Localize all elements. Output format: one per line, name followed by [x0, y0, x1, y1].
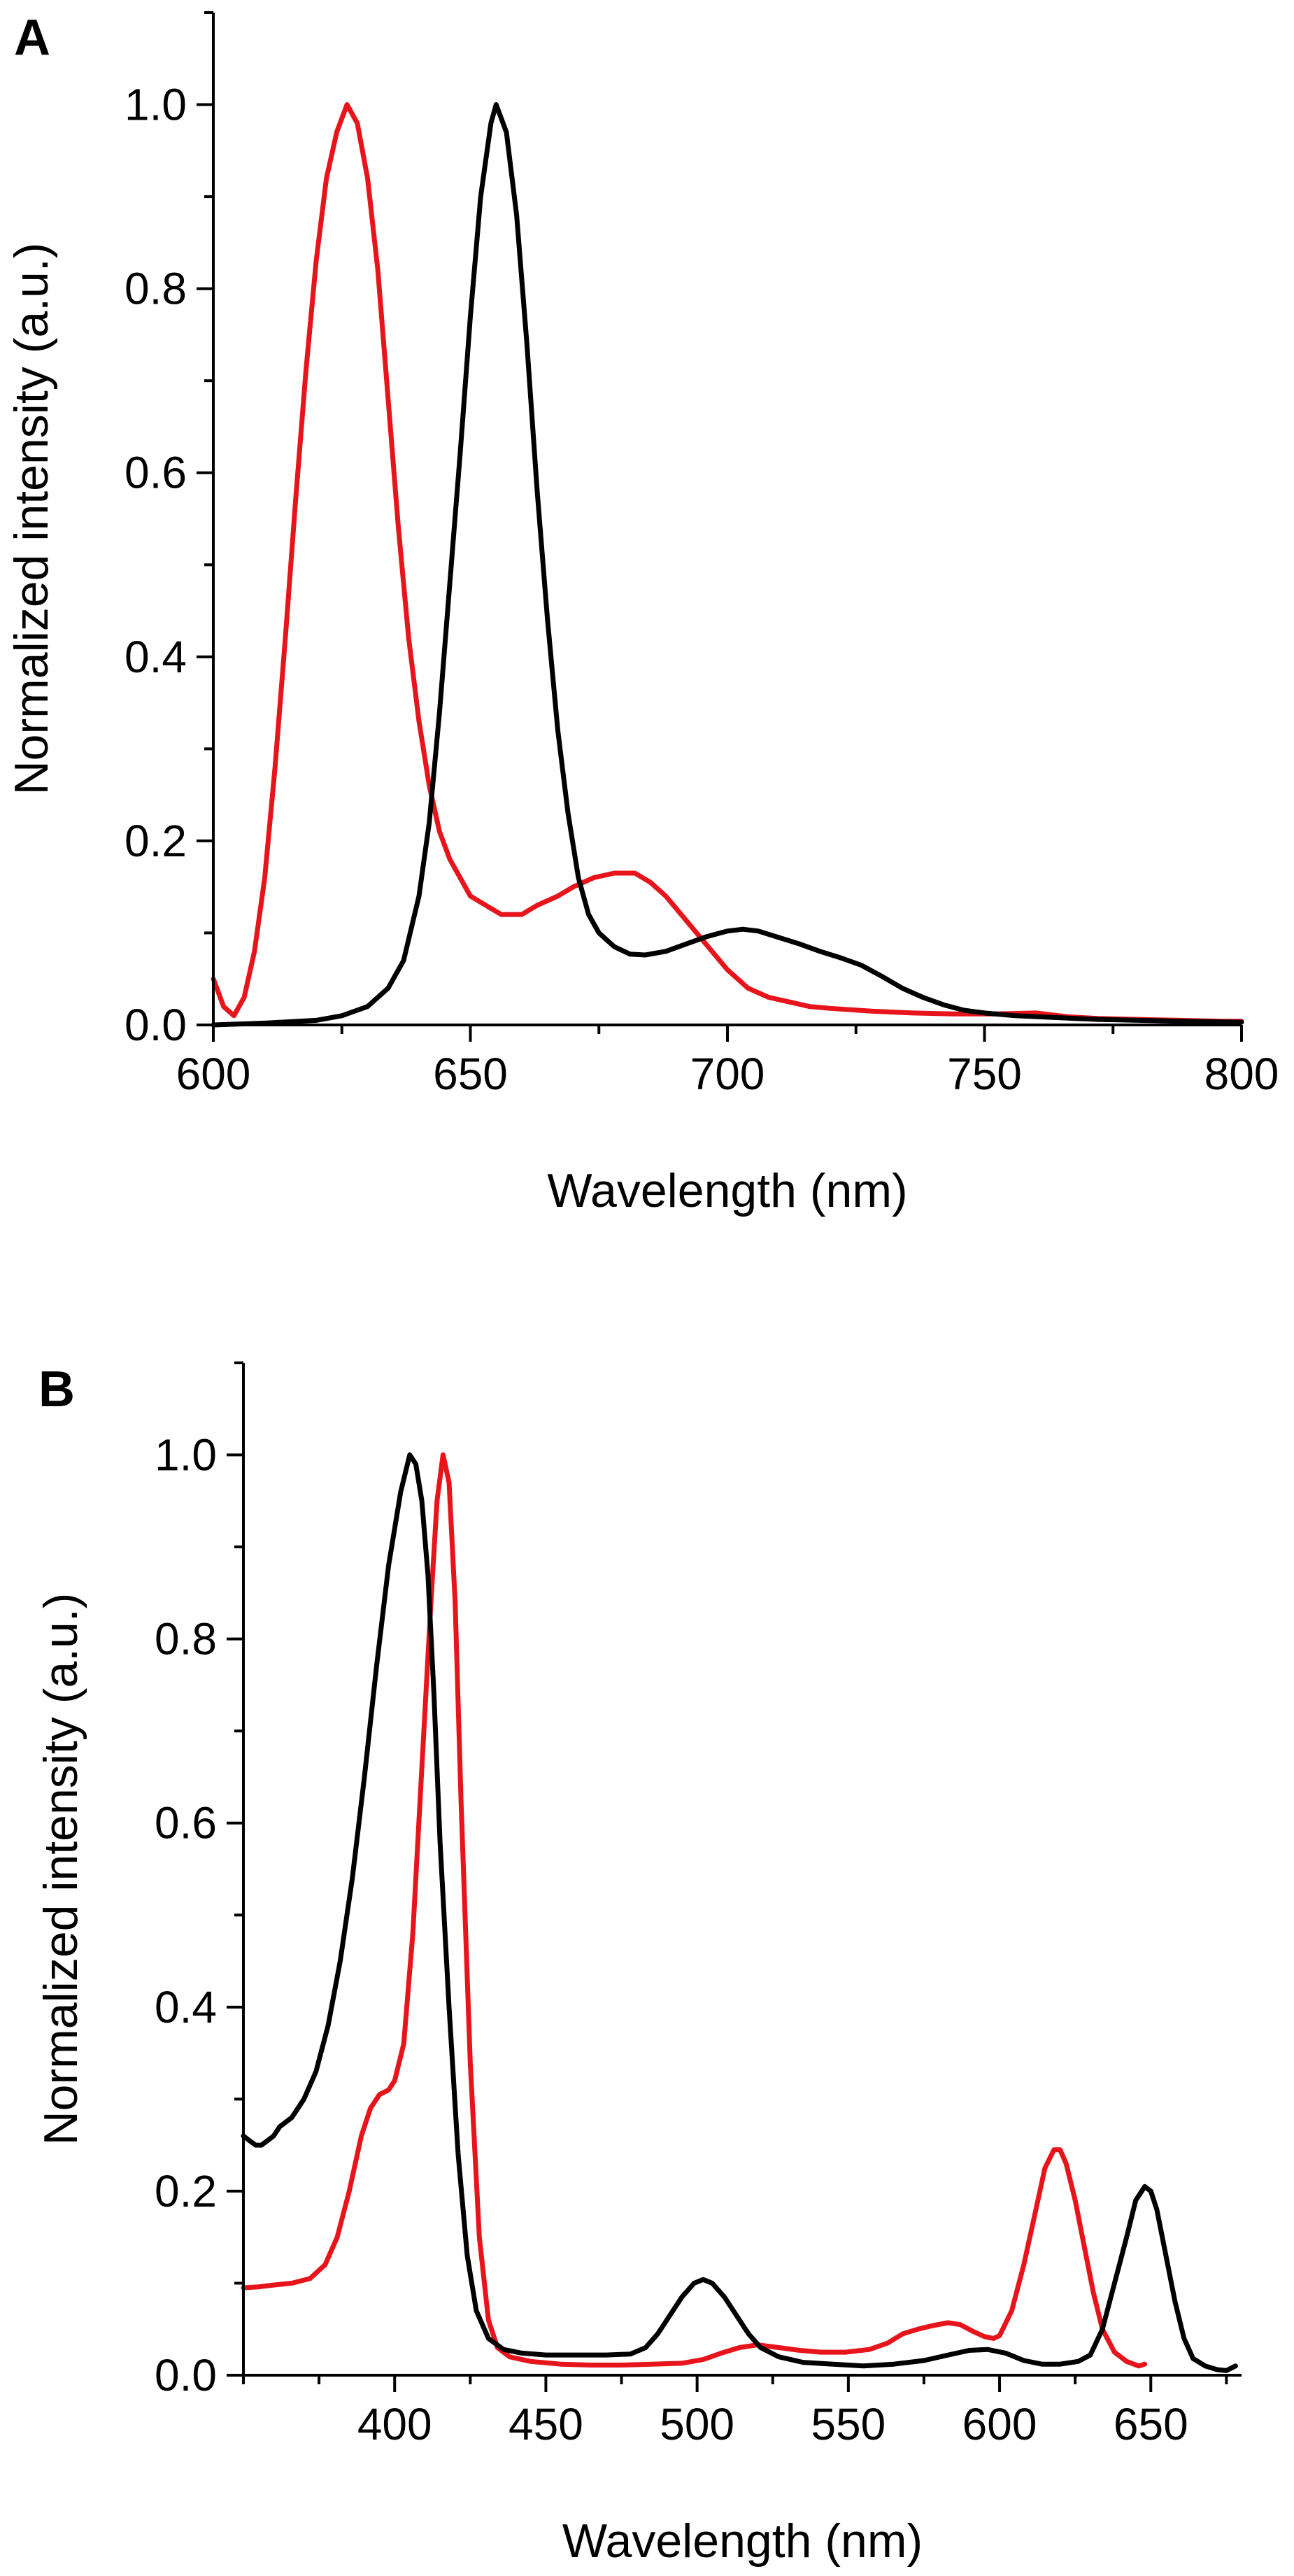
axis-lines — [212, 13, 1242, 1026]
y-tick-label: 0.8 — [125, 264, 187, 314]
chart-panel-b: B 400 450 500 550 600 650 0.0 0.2 0.4 0.6 0.8 1.0 W… — [34, 1361, 1242, 2568]
y-tick-label: 0.0 — [125, 1000, 187, 1050]
x-tick-label: 450 — [509, 2399, 583, 2449]
x-axis-label: Wavelength (nm) — [547, 1164, 907, 1217]
x-tick-label: 650 — [1114, 2399, 1188, 2449]
x-axis-label: Wavelength (nm) — [562, 2514, 923, 2568]
y-tick-label: 0.8 — [155, 1614, 217, 1664]
axis-ticks: 600 650 700 750 800 0.0 0.2 0.4 0.6 0.8 1.0 — [125, 11, 1279, 1099]
panel-label: A — [14, 10, 50, 66]
x-tick-label: 800 — [1204, 1049, 1279, 1099]
y-axis-label: Normalized intensity (a.u.) — [5, 243, 58, 795]
y-tick-label: 0.0 — [155, 2350, 217, 2400]
x-tick-label: 550 — [811, 2399, 886, 2449]
y-tick-label: 1.0 — [155, 1430, 217, 1480]
x-tick-label: 750 — [947, 1049, 1022, 1099]
series-line-black — [211, 102, 1244, 1028]
y-tick-label: 0.2 — [155, 2166, 217, 2216]
chart-panel-a: A 600 650 700 750 800 0.0 0.2 0.4 0.6 0.8 1.0 Wave… — [5, 10, 1279, 1217]
x-tick-label: 700 — [690, 1049, 765, 1099]
y-tick-label: 0.6 — [155, 1798, 217, 1848]
panel-label: B — [38, 1361, 75, 1417]
plot-area — [211, 102, 1244, 1028]
y-axis-label: Normalized intensity (a.u.) — [34, 1593, 87, 2146]
series-line-red — [241, 1452, 1148, 2369]
y-tick-label: 0.4 — [155, 1982, 217, 2032]
x-tick-label: 650 — [433, 1049, 508, 1099]
axis-lines — [242, 1363, 1242, 2377]
series-line-black — [241, 1452, 1238, 2373]
x-tick-label: 600 — [176, 1049, 251, 1099]
series-line-red — [211, 102, 1244, 1024]
plot-area — [241, 1452, 1238, 2373]
y-tick-label: 0.2 — [125, 816, 187, 866]
y-tick-label: 0.6 — [125, 448, 187, 498]
y-tick-label: 1.0 — [125, 80, 187, 130]
y-tick-label: 0.4 — [125, 632, 187, 682]
x-tick-label: 500 — [660, 2399, 734, 2449]
x-tick-label: 400 — [357, 2399, 432, 2449]
axis-ticks: 400 450 500 550 600 650 0.0 0.2 0.4 0.6 0.8 1.0 — [155, 1361, 1228, 2449]
x-tick-label: 600 — [962, 2399, 1037, 2449]
